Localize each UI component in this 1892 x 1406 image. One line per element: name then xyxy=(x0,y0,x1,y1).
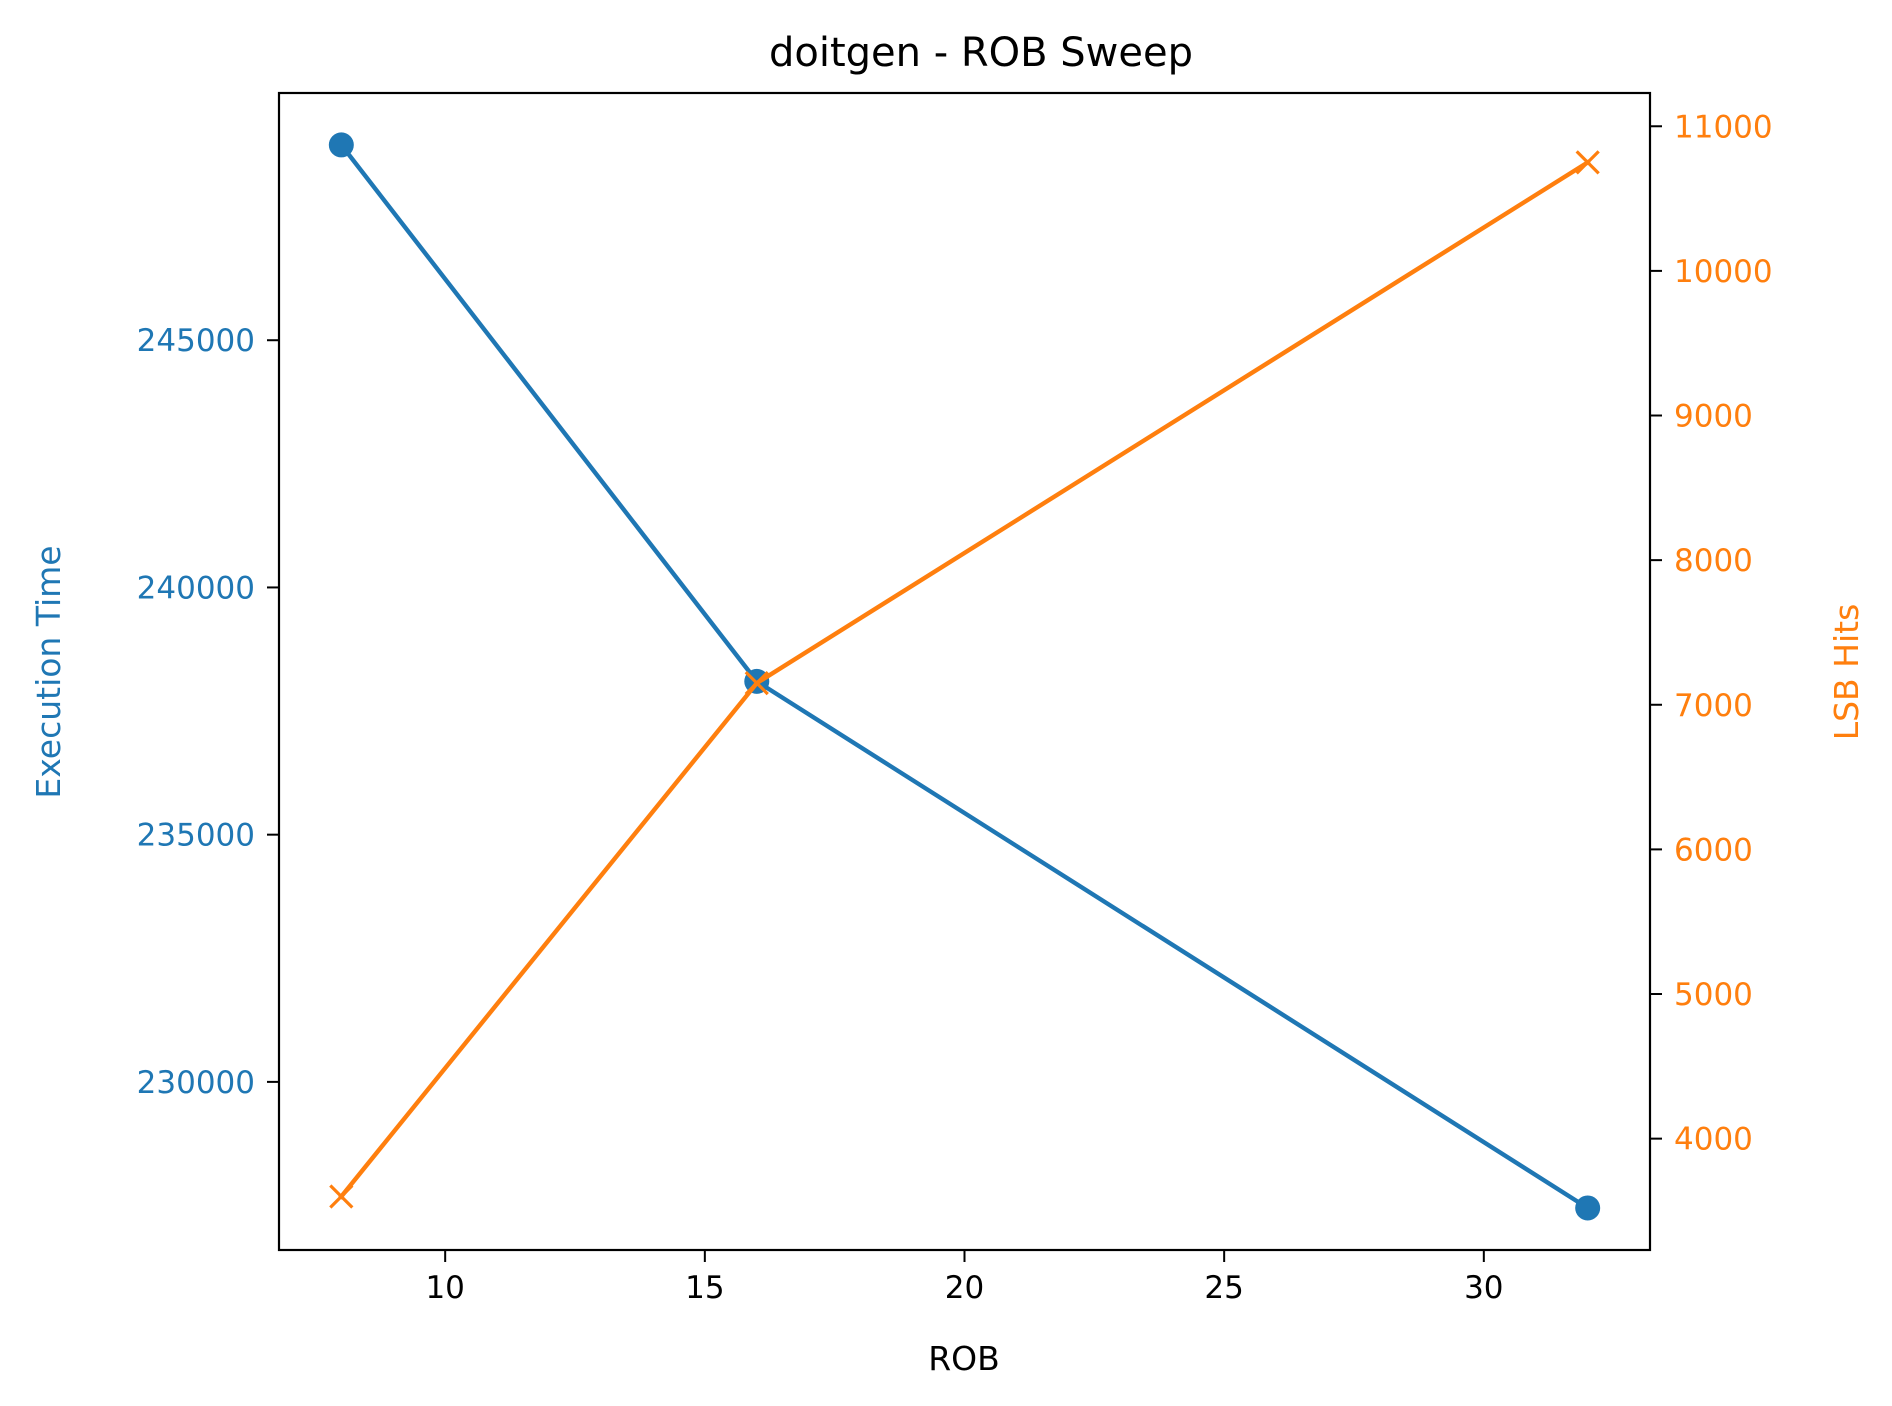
y-axis-left-label: Execution Time xyxy=(29,545,68,798)
y-axis-right-label: LSB Hits xyxy=(1827,604,1866,741)
series-1-point xyxy=(328,132,354,158)
series-2-point xyxy=(1575,150,1600,175)
y-right-tick-label: 9000 xyxy=(1674,399,1753,435)
plot-area xyxy=(328,132,1601,1221)
y-right-tick-label: 5000 xyxy=(1674,977,1753,1013)
y-left-tick-label: 240000 xyxy=(137,570,255,606)
x-tick-label: 10 xyxy=(425,1270,464,1306)
chart-title: doitgen - ROB Sweep xyxy=(769,30,1193,76)
y-right-tick-label: 7000 xyxy=(1674,688,1753,724)
y-right-tick-label: 10000 xyxy=(1674,254,1773,290)
x-tick-label: 25 xyxy=(1204,1270,1243,1306)
y-right-tick-label: 6000 xyxy=(1674,832,1753,868)
series-1-point xyxy=(1575,1195,1601,1221)
y-right-tick-label: 4000 xyxy=(1674,1122,1753,1158)
series-2-point xyxy=(329,1184,354,1209)
y-axis-left: 230000 235000 240000 245000 xyxy=(137,323,279,1101)
y-right-tick-label: 8000 xyxy=(1674,543,1753,579)
x-axis-label: ROB xyxy=(928,1339,1000,1378)
x-tick-label: 20 xyxy=(945,1270,984,1306)
y-left-tick-label: 245000 xyxy=(137,323,255,359)
series-2-point xyxy=(744,670,769,696)
x-axis: 10 15 20 25 30 xyxy=(425,1250,1504,1306)
y-left-tick-label: 230000 xyxy=(137,1065,255,1101)
y-left-tick-label: 235000 xyxy=(137,818,255,854)
x-tick-label: 30 xyxy=(1464,1270,1503,1306)
x-tick-label: 15 xyxy=(685,1270,724,1306)
y-right-tick-label: 11000 xyxy=(1674,109,1773,145)
y-axis-right: 4000 5000 6000 7000 8000 9000 10000 11000 xyxy=(1650,109,1773,1158)
